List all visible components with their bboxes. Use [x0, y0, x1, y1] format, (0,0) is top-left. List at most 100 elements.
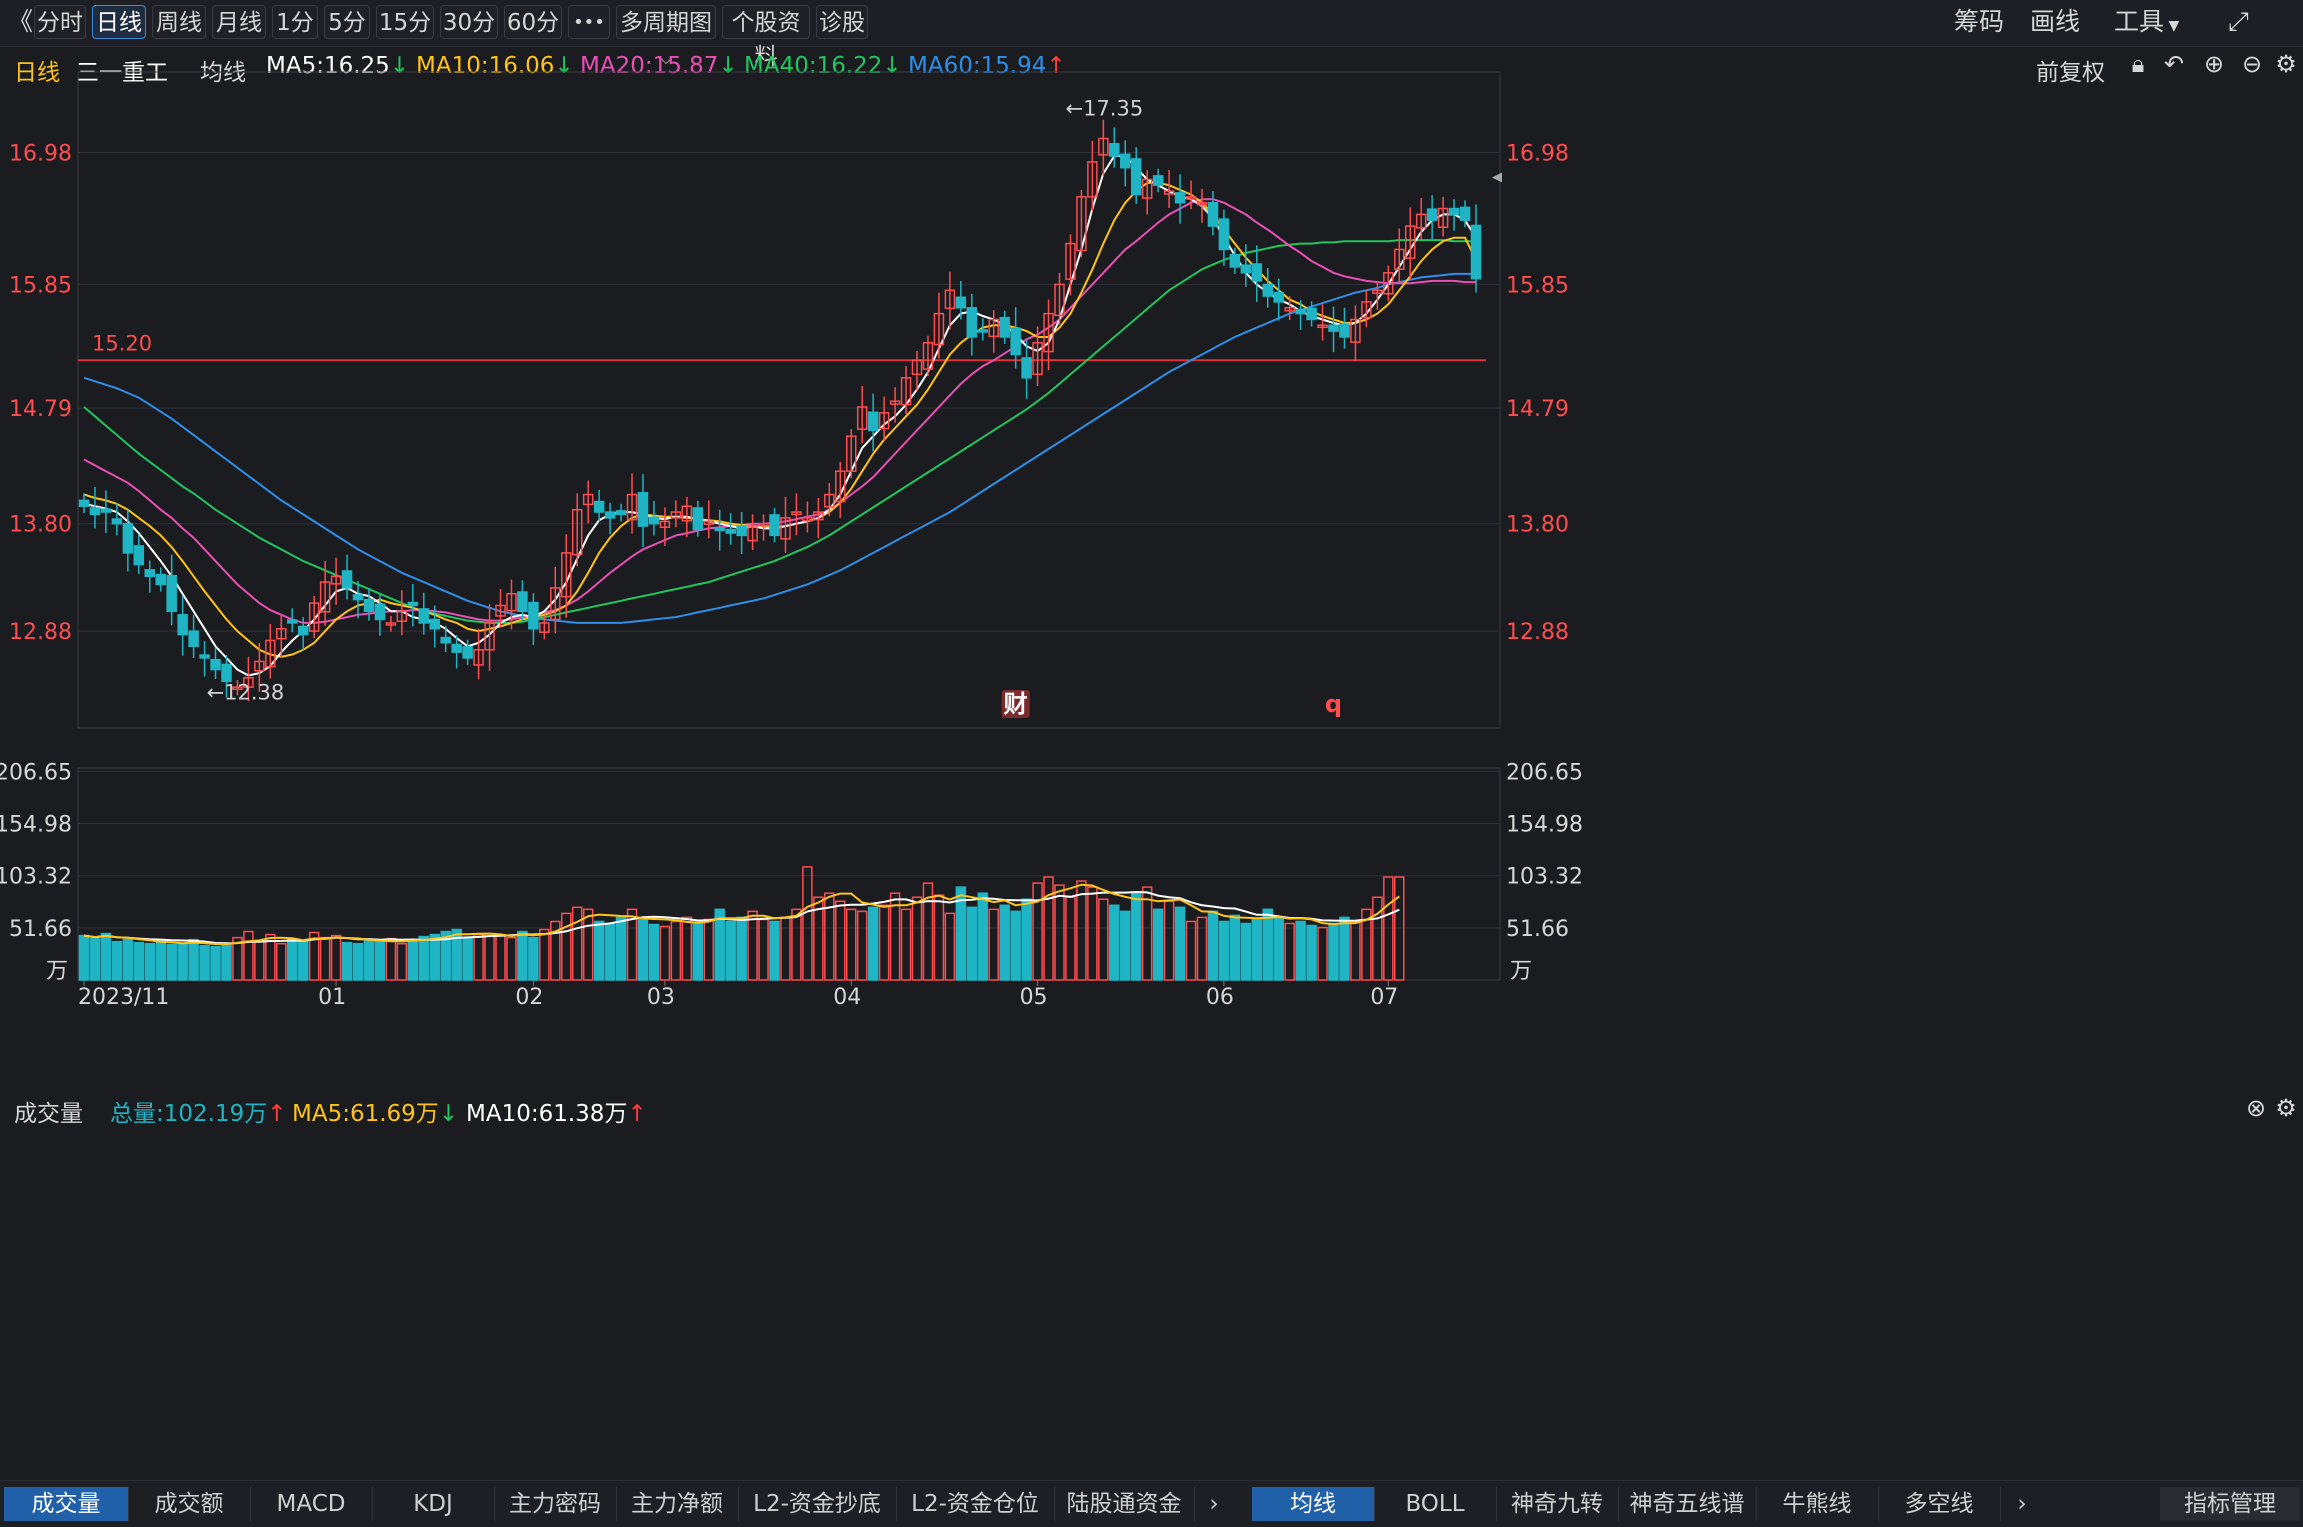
- more-periods-button[interactable]: •••: [568, 5, 610, 39]
- candle-body: [166, 574, 177, 613]
- zoom-out-icon[interactable]: ⊖: [2241, 50, 2263, 78]
- candle-body: [1076, 196, 1087, 252]
- settings-icon[interactable]: ⚙: [2275, 50, 2297, 78]
- tab-macd[interactable]: MACD: [250, 1487, 373, 1521]
- x-axis-label: 2023/11: [78, 985, 169, 1010]
- settings-icon[interactable]: ⚙: [2275, 1094, 2297, 1122]
- candle-body: [528, 601, 539, 630]
- period-tab-monthly[interactable]: 月线: [212, 5, 266, 39]
- candle-body: [1087, 161, 1098, 198]
- volume-bar: [1152, 908, 1164, 981]
- x-axis-label: 02: [515, 985, 543, 1010]
- volume-bar: [582, 908, 594, 981]
- lock-icon[interactable]: 🔒︎: [2131, 50, 2145, 78]
- volume-bar: [374, 940, 386, 981]
- tab-main-force-code[interactable]: 主力密码: [494, 1487, 617, 1521]
- stock-name: 三一重工: [76, 60, 168, 86]
- tab-td9[interactable]: 神奇九转: [1496, 1487, 1619, 1521]
- period-tab-1min[interactable]: 1分: [272, 5, 318, 39]
- candle-body: [615, 510, 627, 516]
- expand-icon[interactable]: ⤢: [2228, 7, 2249, 37]
- period-tab-15min[interactable]: 15分: [376, 5, 434, 39]
- volume-bar: [725, 920, 736, 981]
- tab-kdj[interactable]: KDJ: [372, 1487, 495, 1521]
- volume-bar: [780, 916, 791, 981]
- candle-body: [736, 525, 747, 537]
- zoom-in-icon[interactable]: ⊕: [2203, 50, 2225, 78]
- candle-body: [254, 660, 265, 672]
- volume-bar: [922, 882, 934, 981]
- kline-chart[interactable]: 16.98 16.98 15.85 15.85 14.79 14.79 13.80 13.80…: [0, 0, 2303, 1480]
- tab-bull-bear[interactable]: 牛熊线: [1756, 1487, 1879, 1521]
- tab-main-force-net[interactable]: 主力净额: [616, 1487, 739, 1521]
- volume-bar: [1076, 880, 1087, 981]
- diagnose-button[interactable]: 诊股: [816, 5, 868, 39]
- volume-axis-label-left: 103.32: [0, 865, 72, 890]
- ma20-value: MA20:15.87: [580, 53, 719, 79]
- multi-period-dropdown[interactable]: 多周期图 ⌵: [616, 5, 716, 68]
- undo-icon[interactable]: ↶: [2163, 50, 2185, 78]
- candle-body: [1394, 248, 1405, 271]
- tab-volume[interactable]: 成交量: [4, 1487, 129, 1521]
- volume-bar: [451, 928, 462, 981]
- candle-body: [1415, 213, 1427, 229]
- volume-bar: [824, 892, 835, 981]
- volume-axis-label-left: 206.65: [0, 760, 72, 785]
- volume-bar: [429, 933, 440, 981]
- tab-ma[interactable]: 均线: [1252, 1487, 1375, 1521]
- tab-northbound[interactable]: 陆股通资金: [1054, 1487, 1195, 1521]
- volume-bar: [835, 900, 846, 981]
- candle-body: [867, 411, 879, 432]
- chips-button[interactable]: 筹码: [1954, 7, 2005, 36]
- volume-bar: [276, 942, 287, 981]
- period-tab-60min[interactable]: 60分: [504, 5, 562, 39]
- period-tab-weekly[interactable]: 周线: [152, 5, 206, 39]
- candle-body: [297, 625, 309, 636]
- tab-five-lines[interactable]: 神奇五线谱: [1618, 1487, 1757, 1521]
- ma60-line: [83, 272, 1476, 624]
- candle-body: [1284, 307, 1295, 312]
- volume-axis-label-left: 51.66: [9, 917, 72, 942]
- candle-body: [100, 508, 112, 513]
- tools-dropdown[interactable]: 工具 ▼: [2114, 5, 2179, 39]
- tab-boll[interactable]: BOLL: [1374, 1487, 1497, 1521]
- tab-turnover[interactable]: 成交额: [128, 1487, 251, 1521]
- chevron-right-icon[interactable]: ›: [1209, 1491, 1219, 1517]
- volume-bar: [396, 942, 408, 981]
- period-tab-fenshi[interactable]: 分时: [34, 5, 86, 39]
- close-icon[interactable]: ⊗: [2245, 1094, 2267, 1122]
- tab-long-short[interactable]: 多空线: [1878, 1487, 2001, 1521]
- collapse-left-icon[interactable]: 《: [8, 7, 34, 36]
- ma-title[interactable]: 均线: [200, 60, 246, 86]
- candle-body: [725, 528, 736, 534]
- candle-body: [89, 507, 101, 516]
- stock-profile-button[interactable]: 个股资料: [722, 5, 810, 70]
- candle-body: [1054, 283, 1065, 317]
- volume-bar: [736, 916, 747, 981]
- candle-body: [955, 296, 967, 309]
- candle-body: [966, 307, 978, 338]
- volume-bar: [1196, 916, 1208, 981]
- volume-bar: [177, 942, 188, 981]
- tab-l2-bottom[interactable]: L2-资金抄底: [738, 1487, 897, 1521]
- indicator-management-button[interactable]: 指标管理: [2160, 1487, 2300, 1521]
- candle-body: [1339, 323, 1350, 338]
- candle-body: [385, 622, 397, 626]
- volume-bar: [1295, 920, 1306, 981]
- candle-body: [1240, 264, 1252, 274]
- draw-line-button[interactable]: 画线: [2030, 7, 2081, 36]
- candle-body: [429, 618, 440, 630]
- volume-total: 总量:102.19万↑: [110, 1094, 287, 1128]
- period-tab-30min[interactable]: 30分: [440, 5, 498, 39]
- adjust-mode[interactable]: 前复权: [2036, 60, 2105, 86]
- candle-body: [911, 359, 923, 376]
- volume-bar: [1185, 920, 1197, 981]
- period-tab-5min[interactable]: 5分: [324, 5, 370, 39]
- volume-bar: [1317, 926, 1328, 981]
- volume-axis-label-left: 154.98: [0, 813, 72, 838]
- chevron-right-icon[interactable]: ›: [2017, 1491, 2027, 1517]
- volume-bar: [78, 934, 90, 981]
- volume-ma10-value: MA10:61.38万: [466, 1101, 628, 1127]
- tab-l2-position[interactable]: L2-资金仓位: [896, 1487, 1055, 1521]
- period-tab-daily[interactable]: 日线: [92, 5, 146, 39]
